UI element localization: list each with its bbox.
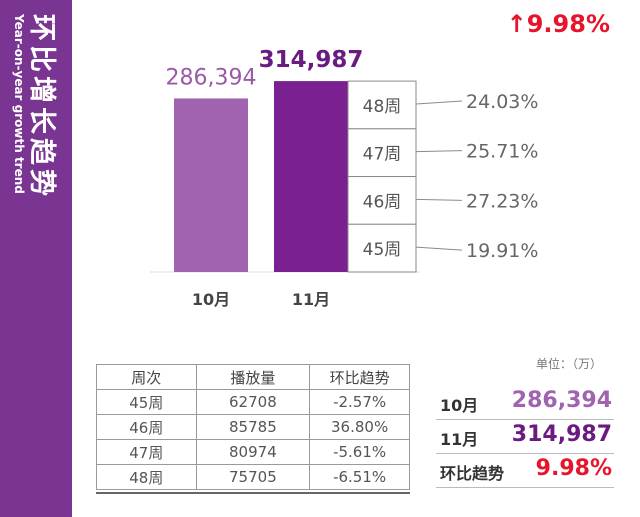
table-row: 45周 62708 -2.57% [96,389,410,415]
week-percent-label: 27.23% [466,190,538,212]
table-cell: 62708 [195,389,311,415]
bar-value-label: 286,394 [166,65,257,90]
table-cell: 46周 [96,414,197,440]
summary-value: 286,394 [511,388,612,413]
table-cell: -2.57% [309,389,410,415]
up-arrow-icon: ↑ [506,10,527,38]
week-percent-label: 24.03% [466,91,538,113]
table-cell: 47周 [96,439,197,465]
unit-label: 单位：（万） [536,357,603,371]
table-row: 47周 80974 -5.61% [96,439,410,465]
leader-line [415,198,463,201]
summary-label: 10月 [440,396,479,415]
week-percent-label: 25.71% [466,141,538,163]
summary-row-trend: 环比趋势 9.98% [436,454,614,488]
leader-line [415,150,463,153]
weekly-table: 周次 播放量 环比趋势 45周 62708 -2.57% 46周 85785 3… [96,364,410,490]
week-segment [347,128,417,178]
bar-value-label: 314,987 [259,47,364,73]
week-label: 47周 [363,145,402,165]
table-row: 48周 75705 -6.51% [96,464,410,490]
category-label: 10月 [192,290,230,309]
week-label: 45周 [363,240,402,260]
summary-value: 314,987 [511,422,612,447]
table-cell: -5.61% [309,439,410,465]
leader-line [415,100,463,105]
leader-line [415,246,463,251]
table-cell: 80974 [195,439,311,465]
header-week: 周次 [96,364,197,390]
table-cell: 75705 [195,464,311,490]
bar [274,81,348,272]
bar-chart: 286,394 10月 314,987 11月 48周 24.03% 47周 25.71% 46… [150,47,538,309]
summary-row-nov: 11月 314,987 [436,420,614,454]
sidebar: 环比增长趋势 Year-on-year growth trend [0,0,72,517]
summary-row-oct: 10月 286,394 [436,386,614,420]
week-label: 48周 [363,97,402,117]
summary-value: 9.98% [535,456,612,481]
summary-label: 环比趋势 [440,464,505,483]
table-cell: 45周 [96,389,197,415]
week-percent-label: 19.91% [466,240,538,262]
table-cell: 48周 [96,464,197,490]
category-label: 11月 [292,290,330,309]
header-trend: 环比趋势 [309,364,410,390]
week-segment [347,223,417,273]
table-cell: 85785 [195,414,311,440]
header-plays: 播放量 [195,364,311,390]
bar [174,98,248,272]
week-label: 46周 [363,192,402,212]
week-segment [347,80,417,130]
table-bottom-rule [96,492,410,494]
summary-label: 11月 [440,430,479,449]
table-header-row: 周次 播放量 环比趋势 [96,364,410,390]
table-cell: -6.51% [309,464,410,490]
change-value: 9.98% [526,10,610,38]
change-badge: ↑9.98% [507,10,610,38]
table-cell: 36.80% [309,414,410,440]
table-row: 46周 85785 36.80% [96,414,410,440]
